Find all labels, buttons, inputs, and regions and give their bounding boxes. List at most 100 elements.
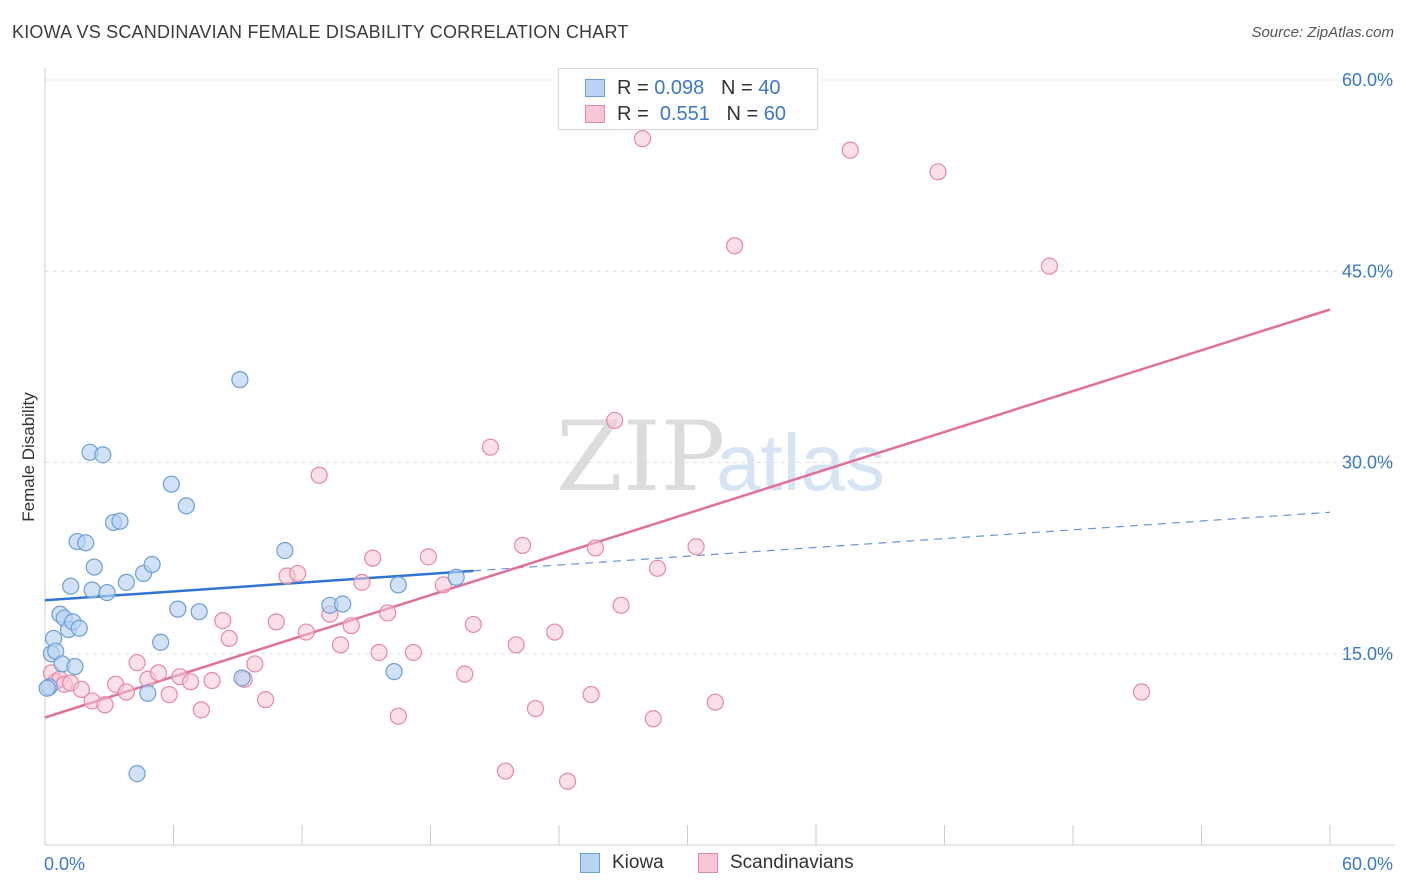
n-value: 40: [758, 77, 781, 99]
scandinavians-point: [464, 615, 482, 634]
trend-layer: [44, 308, 1331, 719]
scandinavians-point: [481, 438, 500, 456]
scandinavians-point: [331, 636, 350, 654]
kiowa-point: [177, 497, 195, 515]
scandinavians-point: [1040, 257, 1059, 275]
scandinavians-point: [72, 680, 91, 699]
scandinavians-point: [246, 655, 264, 673]
scandinavians-point: [1132, 683, 1151, 701]
kiowa-point: [62, 577, 80, 595]
kiowa-point: [233, 669, 251, 687]
scandinavians-swatch: [585, 105, 605, 123]
scandinavians-point: [364, 549, 382, 567]
kiowa-trend-extension: [473, 511, 1331, 572]
n-label: N =: [726, 103, 764, 125]
y-axis-label: Female Disability: [19, 392, 38, 522]
kiowa-point: [98, 583, 116, 602]
scandinavians-point: [342, 617, 360, 635]
kiowa-legend-swatch: [580, 853, 600, 873]
scandinavians-point: [117, 683, 135, 701]
kiowa-point: [385, 662, 403, 681]
kiowa-point: [128, 764, 146, 783]
kiowa-swatch: [585, 79, 605, 97]
scandinavians-point: [370, 643, 388, 662]
kiowa-point: [66, 657, 84, 676]
x-tick-label: 60.0%: [1342, 854, 1393, 874]
scandinavians-legend-label: Scandinavians: [730, 852, 854, 873]
kiowa-point: [190, 603, 208, 621]
chart-title: KIOWA VS SCANDINAVIAN FEMALE DISABILITY …: [12, 22, 629, 42]
point-layer: [38, 130, 1151, 790]
kiowa-point: [143, 555, 161, 574]
scandinavians-point: [706, 693, 724, 711]
scandinavians-point: [160, 685, 178, 704]
scandinavians-point: [606, 411, 624, 430]
y-tick-label: 15.0%: [1342, 644, 1393, 664]
r-value: 0.551: [659, 103, 710, 125]
r-label: R =: [617, 77, 655, 99]
kiowa-point: [231, 371, 249, 389]
kiowa-point: [77, 534, 95, 552]
scandinavians-point: [513, 536, 532, 554]
scandinavians-point: [128, 654, 146, 672]
scandinavians-point: [633, 130, 652, 148]
scandinavians-point: [256, 691, 275, 709]
scandinavians-point: [203, 671, 221, 690]
kiowa-legend-label: Kiowa: [612, 852, 664, 873]
y-tick-label: 30.0%: [1342, 453, 1393, 473]
scandinavians-point: [644, 710, 662, 728]
scandinavians-point: [267, 613, 285, 631]
scandinavians-point: [289, 564, 307, 583]
kiowa-point: [162, 475, 180, 493]
scandinavians-point: [687, 538, 705, 556]
scandinavians-point: [297, 623, 315, 641]
label-layer: 15.0% 30.0% 45.0% 60.0% 0.0% 60.0% Female Disa…: [19, 70, 1393, 874]
y-tick-label: 45.0%: [1342, 261, 1393, 281]
scandinavians-point: [192, 701, 210, 719]
scandinavians-point: [419, 548, 437, 566]
kiowa-point: [447, 568, 465, 586]
n-label: N =: [720, 77, 759, 99]
kiowa-point: [276, 541, 294, 560]
scandinavians-point: [456, 665, 474, 683]
kiowa-point: [117, 573, 135, 591]
scandinavians-point: [648, 559, 667, 577]
scandinavians-point: [220, 629, 238, 648]
scandinavians-point: [149, 664, 168, 682]
scandinavians-point: [379, 604, 397, 622]
scandinavians-point: [612, 596, 630, 614]
kiowa-trend-line: [44, 569, 474, 602]
y-tick-label: 60.0%: [1342, 70, 1393, 90]
grid-layer: [45, 79, 1395, 655]
scandinavians-point: [507, 636, 525, 654]
n-value: 60: [763, 103, 787, 125]
scandinavians-point: [96, 696, 114, 714]
scandinavians-point: [496, 762, 515, 780]
scandinavians-point: [526, 699, 545, 718]
scandinavians-point: [586, 539, 605, 557]
kiowa-point: [152, 633, 170, 651]
scandinavians-point: [214, 611, 232, 630]
scandinavians-point: [310, 466, 328, 484]
source-label: Source: ZipAtlas.com: [1251, 24, 1394, 41]
r-label: R =: [617, 103, 655, 125]
kiowa-point: [111, 512, 129, 530]
kiowa-point: [85, 558, 103, 576]
scandinavians-point: [841, 141, 859, 159]
legend-kiowa-text: R = 0.098 N = 40: [617, 77, 780, 100]
watermark-atlas: atlas: [716, 418, 885, 507]
watermark-zip: ZIP: [556, 401, 725, 513]
scandinavians-point: [434, 576, 452, 594]
kiowa-point: [169, 600, 187, 618]
scandinavians-point: [404, 643, 422, 662]
scandinavians-point: [929, 163, 947, 181]
kiowa-point: [38, 679, 56, 697]
x-tick-label: 0.0%: [44, 854, 85, 874]
scandinavians-legend-swatch: [698, 853, 718, 873]
legend-scand-text: R = 0.551 N = 60: [617, 103, 786, 126]
scandinavians-point: [546, 623, 564, 641]
scandinavians-point: [182, 673, 200, 691]
kiowa-point: [83, 581, 101, 599]
scandinavians-point: [558, 772, 577, 790]
